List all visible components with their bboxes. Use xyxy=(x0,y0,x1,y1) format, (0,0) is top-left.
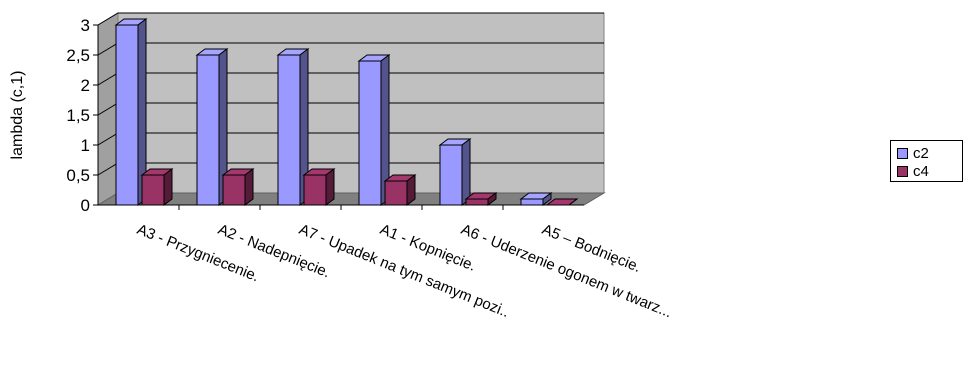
bar-c2-4 xyxy=(439,144,463,206)
y-tick-label: 2 xyxy=(81,76,90,95)
bar-side-c2-5 xyxy=(542,192,552,206)
bar-c2-3 xyxy=(358,60,382,206)
bar-c2-1 xyxy=(196,54,220,206)
gridline xyxy=(97,12,604,26)
bar-c4-0 xyxy=(141,174,165,206)
legend-item-c4: c4 xyxy=(897,162,929,180)
bar-side-c4-3 xyxy=(406,174,416,206)
bar-side-c2-4 xyxy=(461,138,471,206)
y-tick-label: 1 xyxy=(81,136,90,155)
bar-c2-5 xyxy=(520,198,544,206)
legend-swatch-c2 xyxy=(897,147,908,159)
bar-c2-0 xyxy=(115,24,139,206)
bar-c4-3 xyxy=(384,180,408,206)
legend-label-c4: c4 xyxy=(913,162,929,180)
bar-c4-2 xyxy=(303,174,327,206)
legend: c2 c4 xyxy=(890,140,963,182)
bar-c2-2 xyxy=(277,54,301,206)
bar-c4-1 xyxy=(222,174,246,206)
y-tick-label: 0 xyxy=(81,196,90,215)
legend-swatch-c4 xyxy=(897,165,908,177)
y-tick-label: 2,5 xyxy=(66,46,90,65)
bar-side-c4-2 xyxy=(325,168,335,206)
bar-side-c4-4 xyxy=(487,192,497,206)
y-tick-label: 3 xyxy=(81,16,90,35)
legend-item-c2: c2 xyxy=(897,144,929,162)
y-tick-label: 0,5 xyxy=(66,166,90,185)
y-tick-label: 1,5 xyxy=(66,106,90,125)
y-axis-label: lambda (c,1) xyxy=(9,71,26,160)
bar-side-c4-5 xyxy=(568,198,578,206)
legend-label-c2: c2 xyxy=(913,144,929,162)
bar-side-c4-1 xyxy=(244,168,254,206)
bar-side-c4-0 xyxy=(163,168,173,206)
bar-c4-4 xyxy=(465,198,489,206)
